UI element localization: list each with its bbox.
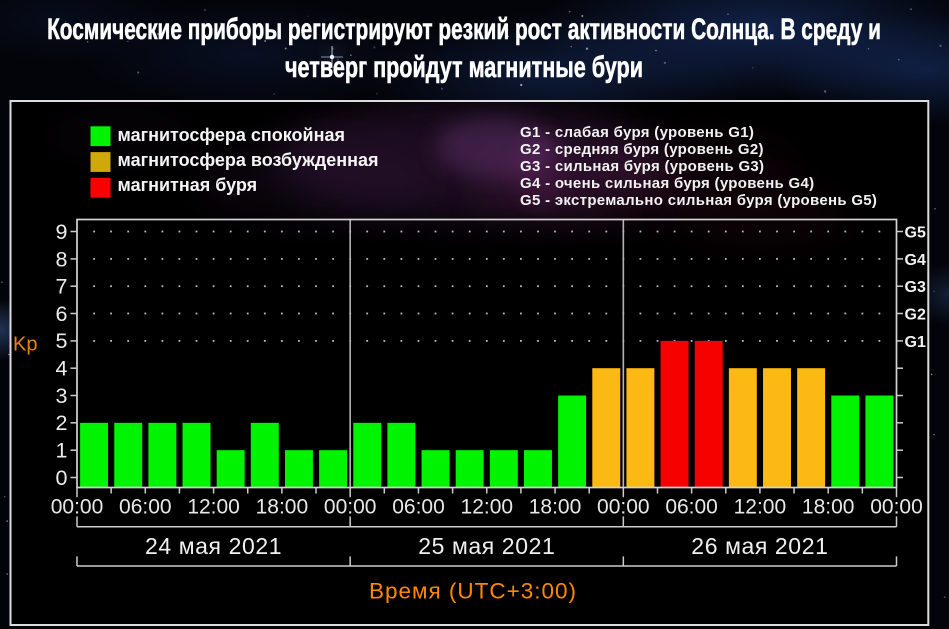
svg-text:G1 - слабая буря (уровень G1): G1 - слабая буря (уровень G1)	[520, 124, 754, 141]
svg-text:G4: G4	[905, 252, 926, 269]
svg-text:6: 6	[56, 302, 68, 326]
svg-text:магнитосфера возбужденная: магнитосфера возбужденная	[118, 150, 379, 170]
svg-text:12:00: 12:00	[461, 496, 514, 519]
svg-text:12:00: 12:00	[187, 496, 240, 519]
svg-text:12:00: 12:00	[734, 496, 787, 519]
svg-text:G5 - экстремально сильная буря: G5 - экстремально сильная буря (уровень …	[520, 192, 877, 209]
svg-text:G2 - средняя буря (уровень G2): G2 - средняя буря (уровень G2)	[520, 141, 764, 158]
svg-text:06:00: 06:00	[392, 496, 445, 519]
svg-text:G5: G5	[905, 224, 926, 241]
svg-text:00:00: 00:00	[324, 496, 377, 519]
svg-text:00:00: 00:00	[51, 496, 104, 519]
svg-text:магнитная буря: магнитная буря	[118, 175, 258, 195]
svg-text:0: 0	[56, 466, 68, 490]
svg-text:18:00: 18:00	[256, 496, 309, 519]
svg-text:00:00: 00:00	[870, 496, 923, 519]
svg-text:18:00: 18:00	[529, 496, 582, 519]
svg-text:5: 5	[56, 329, 68, 353]
svg-text:G3 - сильная буря (уровень G3): G3 - сильная буря (уровень G3)	[520, 158, 764, 175]
svg-text:00:00: 00:00	[597, 496, 650, 519]
svg-text:магнитосфера спокойная: магнитосфера спокойная	[118, 125, 346, 145]
svg-text:Kp: Kp	[13, 334, 37, 356]
svg-text:18:00: 18:00	[802, 496, 855, 519]
svg-text:24 мая 2021: 24 мая 2021	[145, 533, 282, 559]
svg-text:7: 7	[56, 275, 68, 299]
svg-text:1: 1	[56, 439, 68, 463]
svg-text:3: 3	[56, 384, 68, 408]
svg-text:9: 9	[56, 220, 68, 244]
svg-text:26 мая 2021: 26 мая 2021	[691, 533, 828, 559]
svg-text:G4 - очень сильная буря (урове: G4 - очень сильная буря (уровень G4)	[520, 175, 814, 192]
svg-text:G2: G2	[905, 306, 926, 323]
svg-text:G1: G1	[905, 334, 926, 351]
svg-text:G3: G3	[905, 279, 926, 296]
svg-text:25 мая 2021: 25 мая 2021	[418, 533, 555, 559]
svg-text:8: 8	[56, 247, 68, 271]
svg-text:Время (UTC+3:00): Время (UTC+3:00)	[369, 579, 577, 604]
svg-text:06:00: 06:00	[119, 496, 172, 519]
svg-text:06:00: 06:00	[665, 496, 718, 519]
svg-text:4: 4	[56, 357, 68, 381]
svg-text:2: 2	[56, 411, 68, 435]
